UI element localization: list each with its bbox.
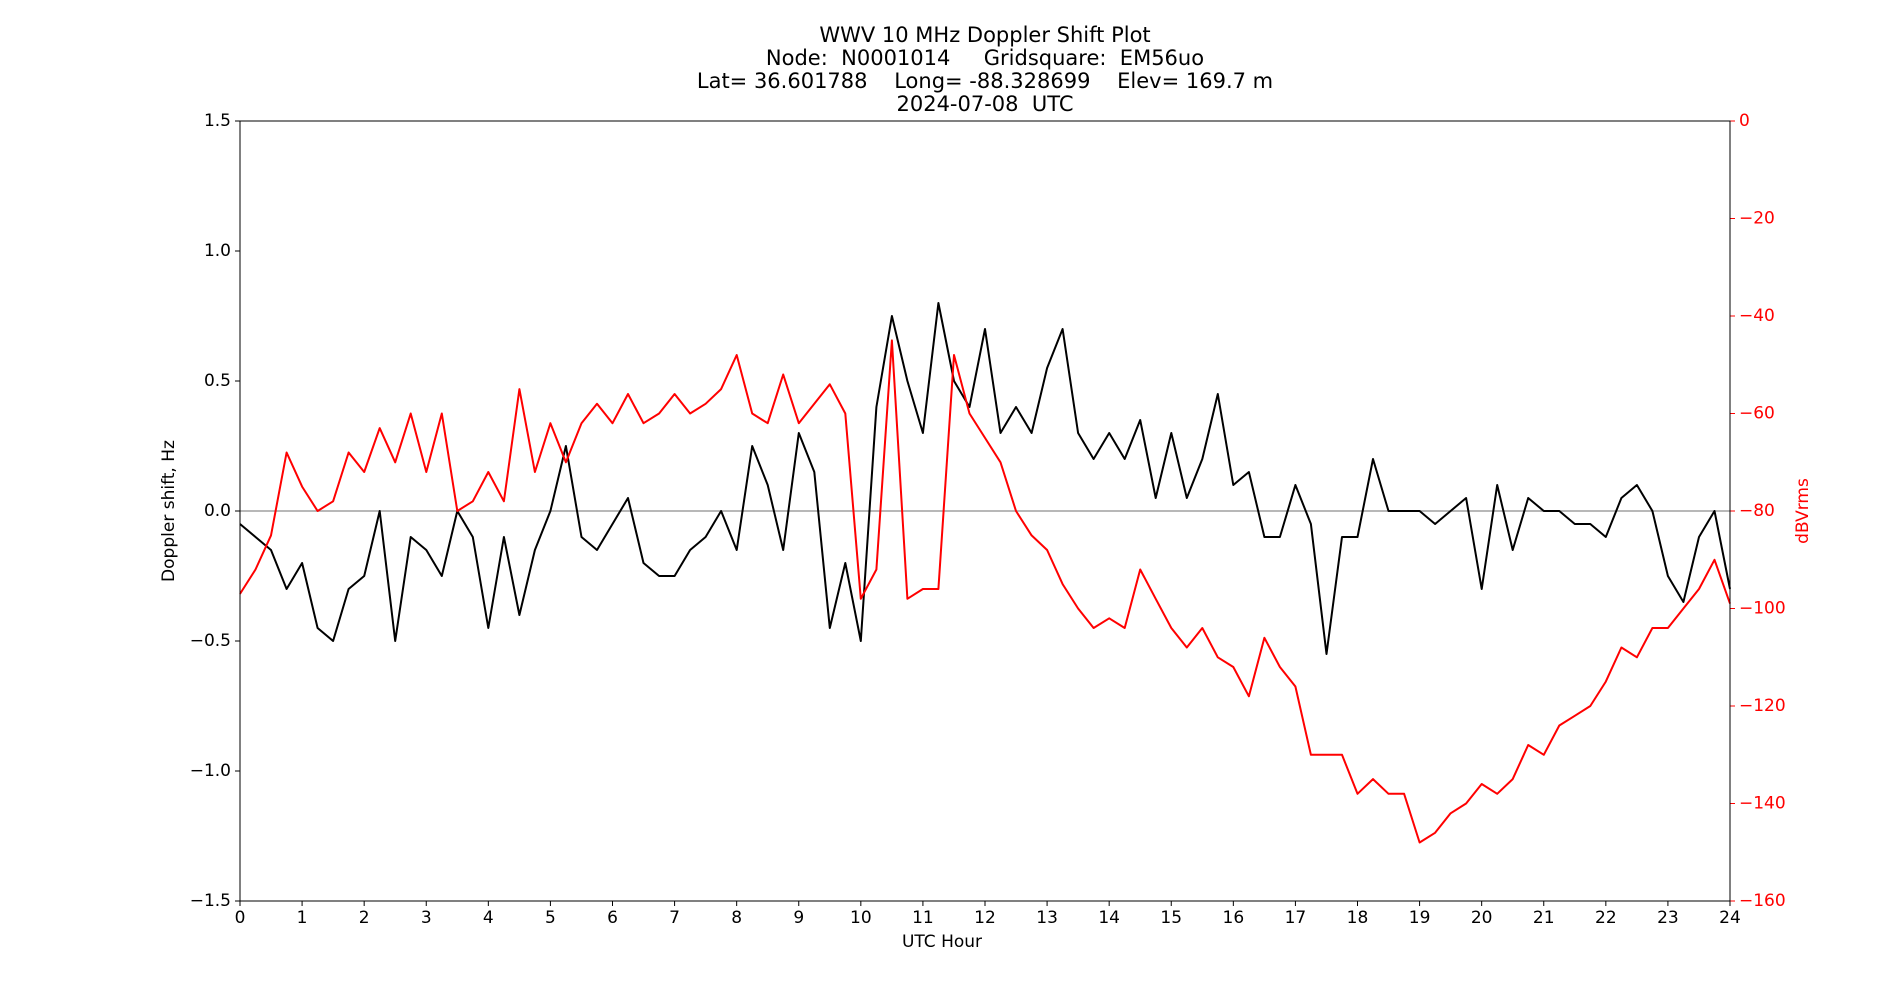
y2-tick-label: −60: [1739, 404, 1775, 424]
x-tick-label: 2: [359, 908, 370, 928]
data-line: [239, 339, 1731, 844]
x-tick-label: 10: [850, 908, 872, 928]
x-tick-label: 14: [1098, 908, 1120, 928]
chart-title: WWV 10 MHz Doppler Shift Plot: [819, 23, 1150, 47]
y2-tick-label: −40: [1739, 306, 1775, 326]
y2-tick-label: −20: [1739, 209, 1775, 229]
x-tick-label: 9: [793, 908, 804, 928]
x-tick-label: 12: [974, 908, 996, 928]
x-tick-label: 0: [235, 908, 246, 928]
chart-title: Node: N0001014 Gridsquare: EM56uo: [766, 46, 1204, 70]
chart-title: 2024-07-08 UTC: [896, 92, 1073, 116]
x-tick-label: 23: [1657, 908, 1679, 928]
plot-frame: [239, 120, 1731, 902]
y-tick-label: 0.0: [204, 501, 231, 521]
x-tick-label: 20: [1471, 908, 1493, 928]
x-tick-label: 21: [1533, 908, 1555, 928]
y2-tick-label: −80: [1739, 501, 1775, 521]
x-tick-label: 1: [297, 908, 308, 928]
y-tick-label: −1.0: [190, 761, 231, 781]
y-axis-label: Doppler shift, Hz: [159, 440, 179, 582]
x-tick-label: 16: [1223, 908, 1245, 928]
x-axis-label: UTC Hour: [902, 932, 982, 952]
x-tick-label: 19: [1409, 908, 1431, 928]
x-tick-label: 5: [545, 908, 556, 928]
y-tick-label: −1.5: [190, 891, 231, 911]
x-tick-label: 18: [1347, 908, 1369, 928]
y2-tick-label: −120: [1739, 696, 1786, 716]
y-tick-label: 1.0: [204, 241, 231, 261]
x-tick-label: 22: [1595, 908, 1617, 928]
y2-tick-label: 0: [1739, 111, 1750, 131]
chart-title: Lat= 36.601788 Long= -88.328699 Elev= 16…: [697, 69, 1273, 93]
x-tick-label: 7: [669, 908, 680, 928]
x-tick-label: 24: [1719, 908, 1741, 928]
data-line: [239, 302, 1731, 655]
y2-axis-label: dBVrms: [1793, 478, 1813, 544]
y2-tick-label: −140: [1739, 794, 1786, 814]
x-tick-label: 4: [483, 908, 494, 928]
x-tick-label: 11: [912, 908, 934, 928]
x-tick-label: 17: [1285, 908, 1307, 928]
y-tick-label: 0.5: [204, 371, 231, 391]
x-tick-label: 13: [1036, 908, 1058, 928]
y2-tick-label: −100: [1739, 599, 1786, 619]
y-tick-label: −0.5: [190, 631, 231, 651]
x-tick-label: 6: [607, 908, 618, 928]
y-tick-label: 1.5: [204, 111, 231, 131]
x-tick-label: 8: [731, 908, 742, 928]
x-tick-label: 3: [421, 908, 432, 928]
y2-tick-label: −160: [1739, 891, 1786, 911]
x-tick-label: 15: [1160, 908, 1182, 928]
